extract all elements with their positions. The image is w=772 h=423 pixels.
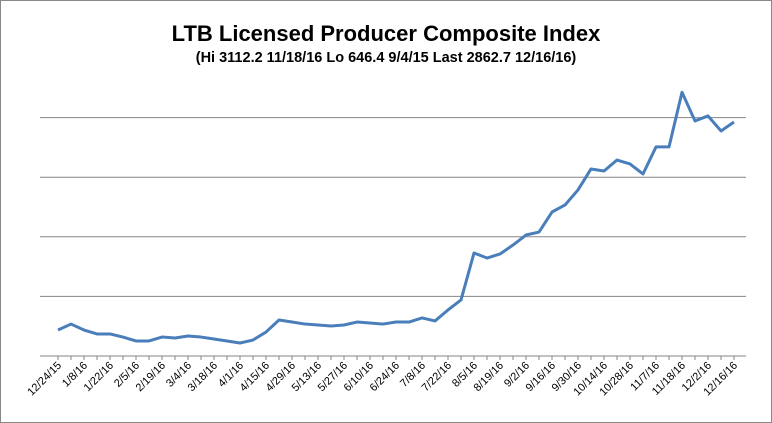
chart-subtitle: (Hi 3112.2 11/18/16 Lo 646.4 9/4/15 Last… (196, 50, 577, 66)
chart-title: LTB Licensed Producer Composite Index (172, 21, 601, 46)
data-line (57, 90, 735, 345)
